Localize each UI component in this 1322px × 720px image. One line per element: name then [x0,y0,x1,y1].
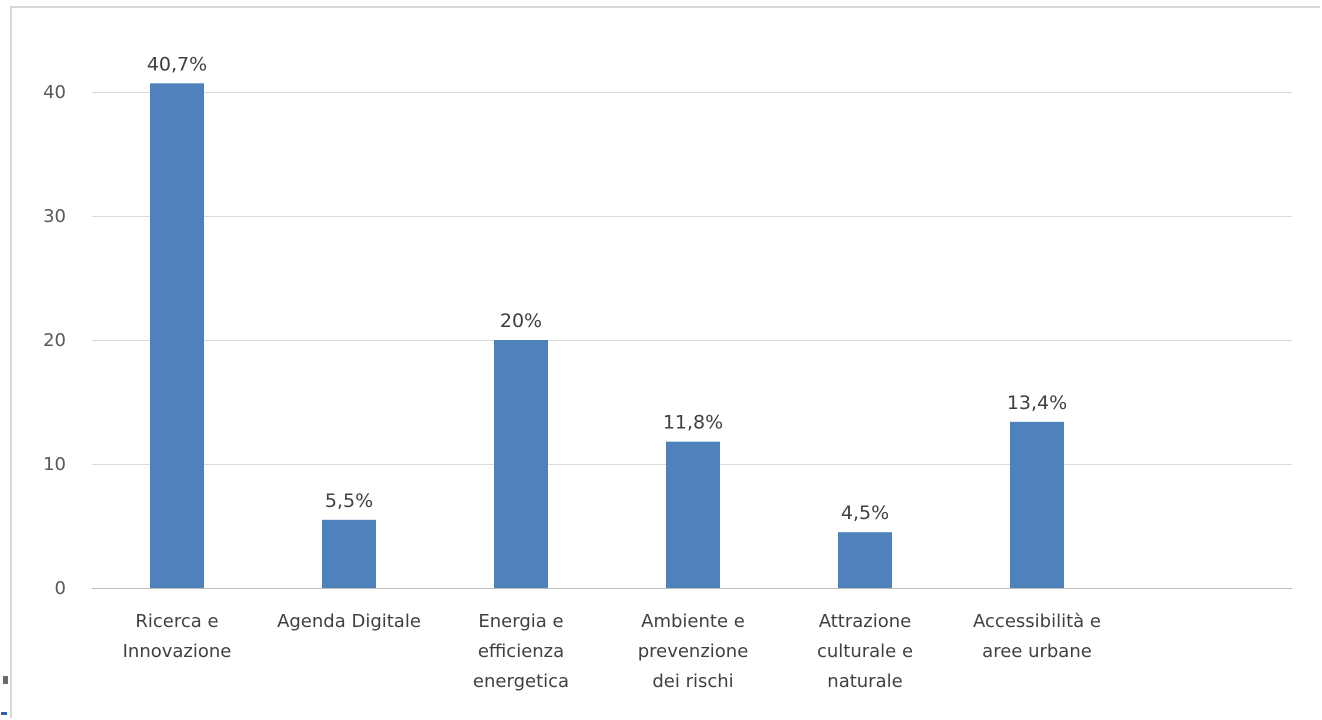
bar [838,532,892,588]
y-tick-label: 30 [43,206,66,227]
data-label: 13,4% [1007,392,1067,414]
category-label: Attrazione [819,611,912,632]
data-label: 20% [500,310,542,332]
edge-artifact [1,676,8,715]
category-label: efficienza [478,641,564,662]
category-label: Accessibilità e [973,611,1101,632]
y-tick-label: 10 [43,454,66,475]
bar [494,340,548,588]
category-label: prevenzione [638,641,749,662]
y-tick-label: 0 [55,578,66,599]
bar [322,519,376,588]
category-label: aree urbane [982,641,1092,662]
category-label: Ambiente e [641,611,745,632]
bar [666,441,720,588]
category-label: energetica [473,671,569,692]
data-label: 11,8% [663,412,723,434]
data-label: 40,7% [147,53,207,75]
y-tick-label: 40 [43,82,66,103]
category-label: naturale [827,671,902,692]
data-label: 5,5% [325,490,373,512]
bar [1010,421,1064,588]
category-label: culturale e [817,641,913,662]
category-label: Energia e [478,611,563,632]
category-label: Ricerca e [135,611,218,632]
category-label: Innovazione [123,641,232,662]
data-label: 4,5% [841,502,889,524]
y-tick-label: 20 [43,330,66,351]
category-label: dei rischi [652,671,733,692]
chart-frame [10,6,1320,718]
category-label: Agenda Digitale [277,611,421,632]
bar [150,83,204,588]
